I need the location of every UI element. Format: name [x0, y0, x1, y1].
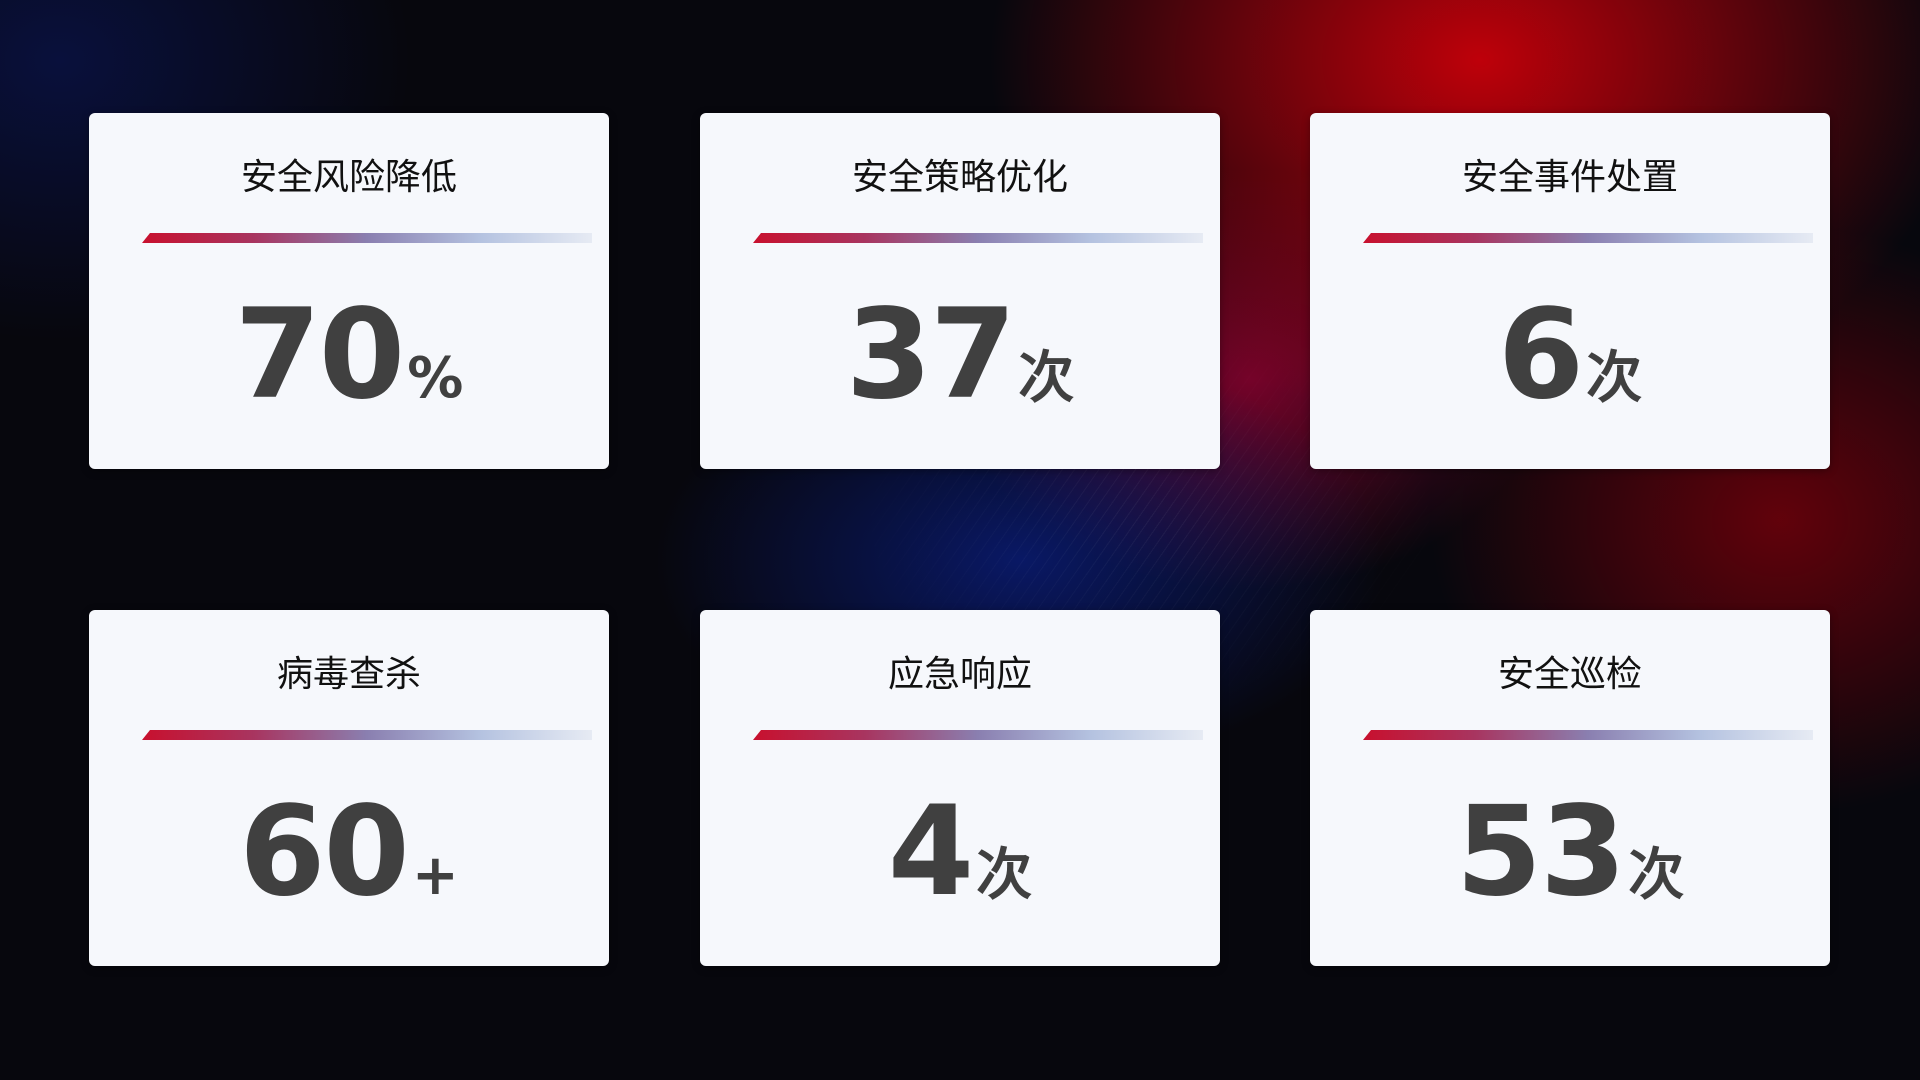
- card-title: 安全事件处置: [1461, 157, 1678, 198]
- card-value: 70%: [89, 283, 609, 427]
- value-unit: 次: [1628, 843, 1685, 908]
- value-number: 4: [887, 780, 974, 924]
- card-value: 60+: [89, 780, 609, 924]
- stat-card-virus-removal: 病毒查杀 60+: [89, 610, 609, 966]
- card-title: 安全风险降低: [240, 157, 457, 198]
- stat-card-policy-optimization: 安全策略优化 37次: [700, 113, 1220, 469]
- card-divider: [1363, 233, 1813, 243]
- value-number: 60: [239, 780, 410, 924]
- card-title: 安全巡检: [1497, 654, 1642, 695]
- value-unit: %: [407, 346, 464, 411]
- card-title: 应急响应: [887, 654, 1032, 695]
- value-number: 53: [1455, 780, 1627, 924]
- card-divider: [753, 730, 1203, 740]
- value-unit: 次: [1018, 346, 1075, 411]
- value-unit: +: [411, 843, 459, 908]
- card-value: 37次: [700, 283, 1220, 427]
- stat-card-risk-reduction: 安全风险降低 70%: [89, 113, 609, 469]
- card-value: 6次: [1310, 283, 1830, 427]
- card-title: 安全策略优化: [851, 157, 1068, 198]
- card-title: 病毒查杀: [276, 654, 421, 695]
- card-divider: [753, 233, 1203, 243]
- card-divider: [1363, 730, 1813, 740]
- stat-card-incident-handling: 安全事件处置 6次: [1310, 113, 1830, 469]
- card-divider: [142, 730, 592, 740]
- value-number: 6: [1497, 283, 1584, 427]
- value-number: 70: [234, 283, 406, 427]
- stat-card-emergency-response: 应急响应 4次: [700, 610, 1220, 966]
- card-value: 4次: [700, 780, 1220, 924]
- value-unit: 次: [1586, 346, 1643, 411]
- card-divider: [142, 233, 592, 243]
- value-unit: 次: [976, 843, 1033, 908]
- value-number: 37: [845, 283, 1017, 427]
- stat-card-security-inspection: 安全巡检 53次: [1310, 610, 1830, 966]
- card-value: 53次: [1310, 780, 1830, 924]
